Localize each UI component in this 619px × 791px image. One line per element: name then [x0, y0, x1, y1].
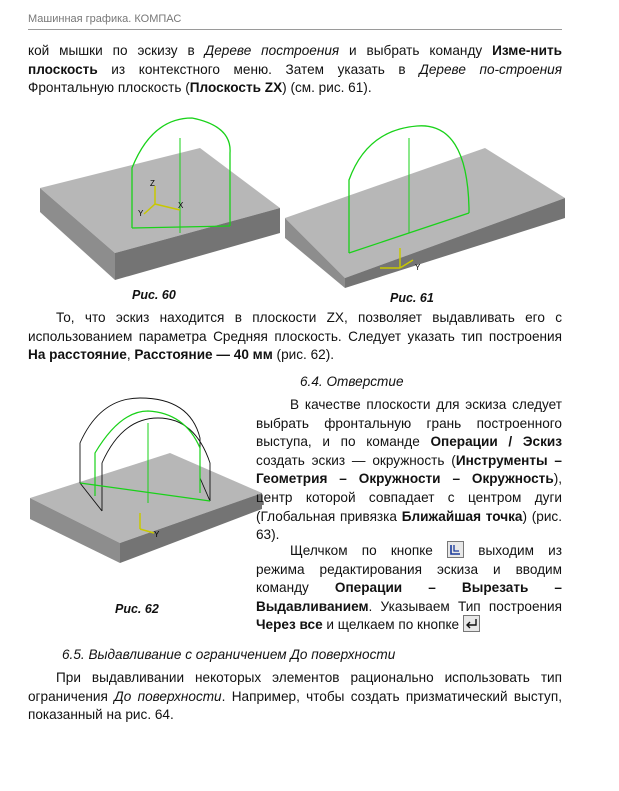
axis-x-label: X	[178, 201, 184, 210]
slab-front	[285, 218, 345, 288]
figure-60-caption: Рис. 60	[132, 288, 176, 302]
figure-62-caption: Рис. 62	[115, 602, 159, 616]
header-rule	[28, 29, 562, 30]
extrusion-back-arch	[79, 397, 201, 483]
axis-y	[139, 528, 155, 534]
sketch-line	[131, 225, 231, 229]
section-6-5-heading: 6.5. Выдавливание с ограничением До пове…	[62, 647, 396, 662]
axis-y-label: Y	[154, 530, 160, 539]
extrusion-edge	[199, 477, 211, 502]
axis-z-label: Z	[150, 179, 155, 188]
slab-top	[30, 453, 262, 543]
axis-y	[143, 203, 156, 215]
click-paragraph: Щелчком по кнопке выходим из режима реда…	[256, 540, 562, 635]
sketch-arch	[94, 410, 201, 496]
slab-top	[285, 148, 565, 278]
axis-y	[399, 259, 414, 269]
figure-62-image: Y	[30, 397, 262, 563]
sketch-exit-icon[interactable]	[447, 540, 465, 558]
slab-side	[115, 208, 280, 280]
sketch-line	[79, 482, 211, 502]
figure-61-caption: Рис. 61	[390, 291, 434, 305]
axis-y-label: Y	[138, 209, 144, 218]
slab-front	[30, 498, 120, 563]
extrusion-front-arch	[101, 417, 211, 511]
hole-paragraph: В качестве плоскости для эскиза следует …	[256, 397, 562, 543]
sketch-arch	[131, 117, 231, 228]
figure-60-image: Z X Y	[40, 117, 280, 280]
slab-front	[40, 188, 115, 280]
zx-paragraph: То, что эскиз находится в плоскости ZX, …	[28, 310, 562, 363]
running-header: Машинная графика. КОМПАС	[28, 13, 182, 25]
extrusion-edge	[79, 482, 103, 512]
intro-paragraph: кой мышки по эскизу в Дереве построения …	[28, 43, 562, 96]
section-6-4-heading: 6.4. Отверстие	[300, 374, 404, 389]
sketch-arch	[348, 125, 470, 253]
enter-arrow-icon[interactable]	[462, 615, 480, 633]
slab-side	[120, 493, 262, 563]
slab-top	[40, 148, 280, 253]
axis-y-label: Y	[415, 263, 421, 272]
last-paragraph: При выдавливании некоторых элементов рац…	[28, 670, 562, 723]
axis-x	[154, 203, 181, 211]
figure-61-image: Y	[285, 125, 565, 288]
